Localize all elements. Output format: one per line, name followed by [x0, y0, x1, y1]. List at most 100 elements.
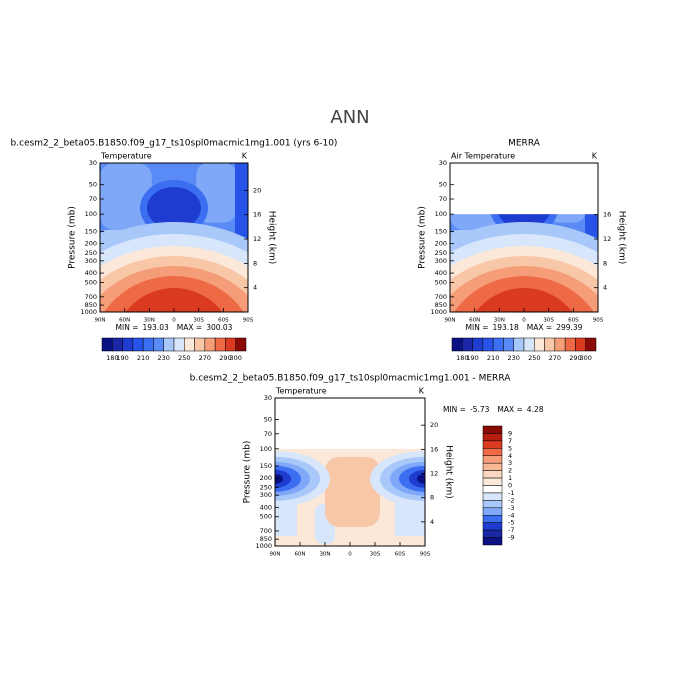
colorbar-box: [544, 337, 556, 352]
colorbar-box: [482, 477, 503, 486]
y-tick-label: 250: [435, 249, 447, 257]
y2-tick-label: 16: [253, 211, 261, 219]
max-label: MAX =: [177, 323, 202, 332]
colorbar-box: [482, 470, 503, 479]
y-axis-label: Pressure (mb): [68, 206, 78, 269]
y-tick-label: 400: [260, 503, 272, 511]
y2-tick-label: 8: [603, 259, 607, 267]
colorbar-box: [225, 337, 236, 352]
colorbar-label: 250: [528, 354, 540, 362]
colorbar-label: 300: [580, 354, 592, 362]
y-tick-label: 100: [260, 445, 272, 453]
colorbar-label: 230: [508, 354, 520, 362]
colorbar-box: [482, 529, 503, 538]
x-tick-label: 60N: [294, 552, 305, 558]
missing-region: [450, 163, 598, 215]
y-tick-label: 150: [435, 227, 447, 235]
colorbar-box: [575, 337, 586, 352]
colorbar-label: 3: [508, 459, 512, 467]
x-tick-label: 30N: [494, 318, 505, 324]
contour-field: [100, 163, 248, 312]
y2-tick-label: 16: [430, 445, 438, 453]
colorbar-label: -7: [508, 526, 514, 534]
colorbar-box: [482, 462, 503, 471]
colorbar-label: -5: [508, 519, 514, 527]
y2-axis-label: Height (km): [444, 445, 454, 499]
y-tick-label: 200: [85, 240, 97, 248]
y-tick-label: 1000: [430, 308, 447, 316]
y-tick-label: 50: [264, 416, 272, 424]
y2-tick-label: 4: [430, 518, 434, 526]
colorbar-box: [173, 337, 185, 352]
y-tick-label: 150: [85, 227, 97, 235]
y-tick-label: 70: [89, 195, 97, 203]
y2-tick-label: 4: [253, 284, 257, 292]
y-tick-label: 850: [85, 301, 97, 309]
colorbar-label: 230: [158, 354, 170, 362]
colorbar-box: [482, 507, 503, 516]
colorbar-label: -4: [508, 511, 514, 519]
min-label: MIN =: [116, 323, 139, 332]
x-tick-label: 60S: [395, 552, 406, 558]
colorbar-box: [523, 337, 535, 352]
contour-fill: [125, 288, 223, 312]
y-tick-label: 250: [260, 483, 272, 491]
min-max: MIN = -5.73 MAX = 4.28: [443, 405, 544, 414]
colorbar-box: [482, 537, 503, 546]
colorbar-box: [214, 337, 226, 352]
x-tick-label: 0: [522, 318, 526, 324]
contour-fill: [475, 288, 573, 312]
colorbar-label: -9: [508, 534, 514, 542]
x-tick-label: 60N: [469, 318, 480, 324]
contour-fill: [417, 473, 425, 484]
colorbar-label: 9: [508, 429, 512, 437]
x-tick-label: 30N: [319, 552, 330, 558]
x-tick-label: 30S: [543, 318, 554, 324]
y-tick-label: 1000: [255, 542, 272, 550]
missing-region: [275, 398, 425, 449]
colorbar-box: [194, 337, 206, 352]
colorbar-label: 270: [549, 354, 561, 362]
colorbar-box: [472, 337, 484, 352]
y2-tick-label: 12: [430, 470, 438, 478]
x-tick-label: 90S: [243, 318, 254, 324]
y-tick-label: 500: [85, 279, 97, 287]
colorbar-label: 1: [508, 474, 512, 482]
colorbar-box: [503, 337, 514, 352]
y-tick-label: 70: [264, 430, 272, 438]
x-tick-label: 0: [348, 552, 352, 558]
colorbar-label: 210: [487, 354, 499, 362]
contour-fill: [325, 456, 380, 527]
x-tick-label: 30S: [370, 552, 381, 558]
colorbar-box: [122, 337, 134, 352]
max-label: MAX =: [527, 323, 552, 332]
plot-title: b.cesm2_2_beta05.B1850.f09_g17_ts10spl0m…: [190, 374, 512, 384]
min: 193.03: [143, 323, 169, 332]
max: 299.39: [556, 323, 582, 332]
y-tick-label: 700: [85, 293, 97, 301]
y2-tick-label: 20: [430, 421, 438, 429]
colorbar-box: [132, 337, 144, 352]
y-tick-label: 400: [85, 269, 97, 277]
colorbar-label: -1: [508, 489, 514, 497]
colorbar-box: [554, 337, 566, 352]
colorbar-label: 2: [508, 467, 512, 475]
colorbar-label: 250: [178, 354, 190, 362]
plot-title: MERRA: [508, 139, 541, 149]
max: 300.03: [206, 323, 232, 332]
y2-tick-label: 16: [603, 211, 611, 219]
y-tick-label: 30: [264, 394, 272, 402]
y2-tick-label: 12: [603, 235, 611, 243]
x-tick-label: 60S: [218, 318, 229, 324]
colorbar-box: [482, 522, 503, 531]
plot-title: b.cesm2_2_beta05.B1850.f09_g17_ts10spl0m…: [11, 139, 338, 149]
colorbar-label: 180: [456, 354, 468, 362]
y2-axis-label: Height (km): [267, 211, 277, 265]
left-label: Air Temperature: [451, 152, 515, 161]
y-tick-label: 150: [260, 462, 272, 470]
y-tick-label: 70: [439, 195, 447, 203]
max: 4.28: [527, 405, 544, 414]
y-tick-label: 50: [439, 181, 447, 189]
y2-axis-label: Height (km): [617, 211, 627, 265]
